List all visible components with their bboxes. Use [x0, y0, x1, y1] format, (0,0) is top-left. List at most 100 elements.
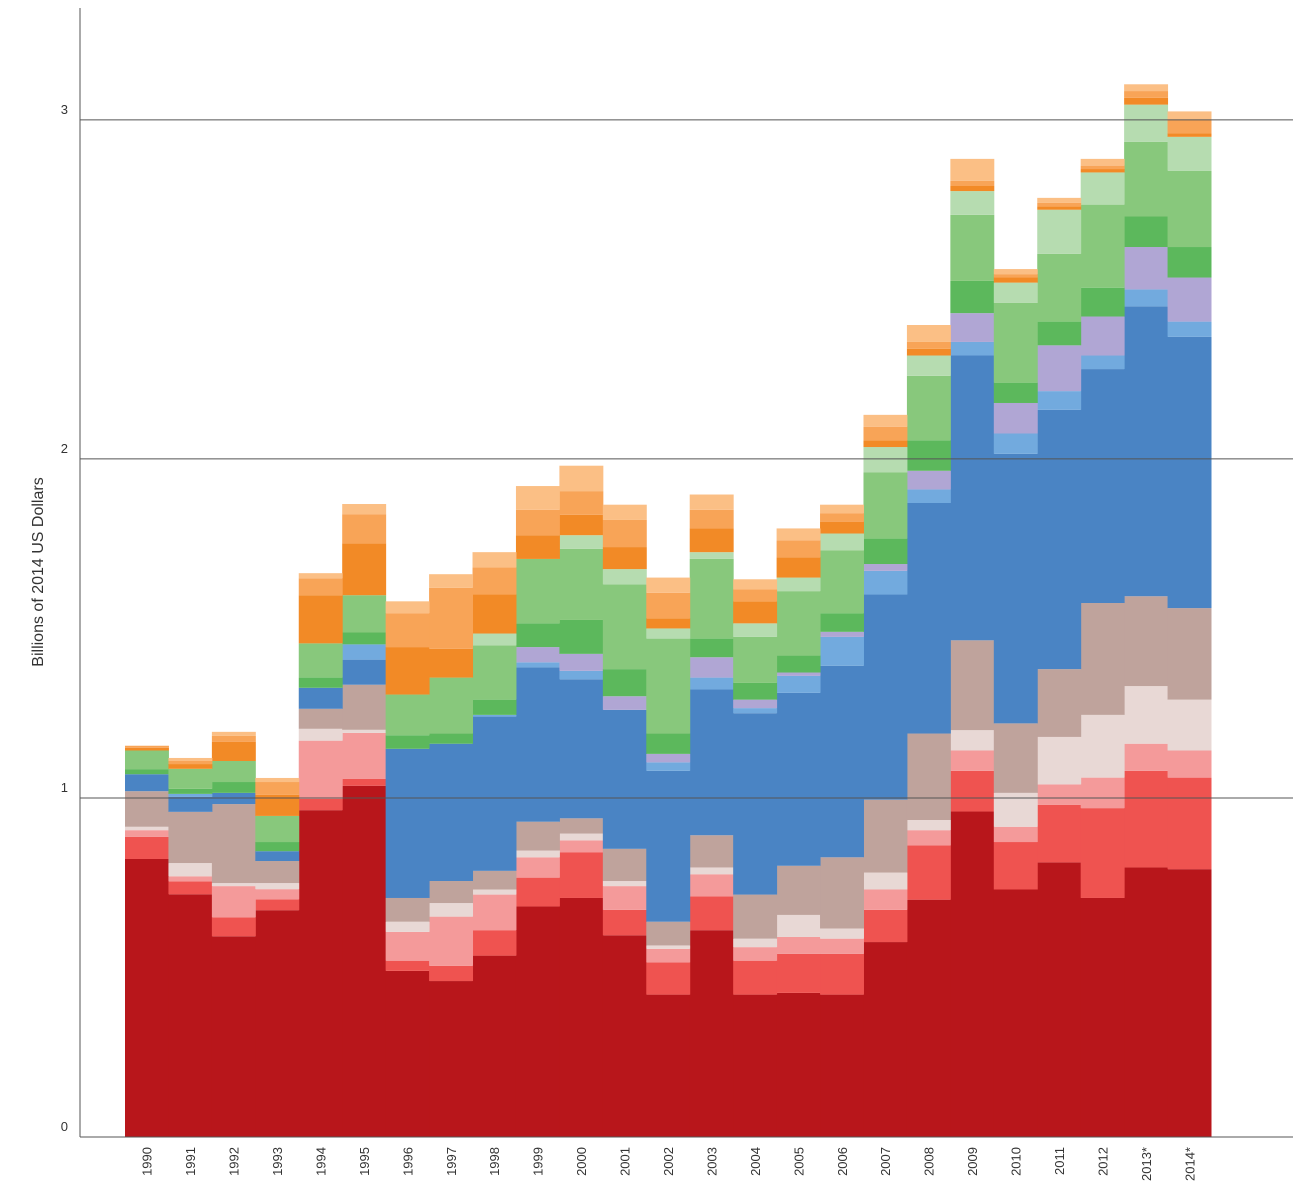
area-step — [906, 341, 951, 349]
area-step — [863, 594, 908, 800]
area-step — [255, 794, 300, 816]
area-step — [776, 936, 821, 954]
area-step — [733, 579, 778, 590]
area-step — [1124, 743, 1169, 771]
area-step — [993, 433, 1038, 454]
area-step — [342, 543, 387, 596]
area-step — [429, 881, 474, 904]
area-step — [646, 592, 691, 619]
area-step — [515, 486, 560, 510]
y-tick-label: 1 — [61, 780, 68, 795]
area-step — [385, 921, 430, 932]
area-step — [1167, 136, 1212, 171]
area-step — [1080, 355, 1125, 370]
area-step — [1080, 316, 1125, 356]
area-step — [602, 504, 647, 520]
area-step — [993, 889, 1038, 1137]
area-step — [906, 830, 951, 846]
area-step — [602, 569, 647, 585]
area-step — [820, 533, 864, 551]
area-step — [515, 558, 560, 624]
area-step — [559, 535, 604, 549]
y-axis-label: Billions of 2014 US Dollars — [30, 477, 47, 666]
area-step — [1124, 141, 1169, 217]
area-step — [385, 735, 430, 749]
area-step — [125, 750, 169, 770]
area-step — [646, 753, 691, 763]
area-step — [125, 769, 169, 775]
area-step — [993, 382, 1038, 403]
area-step — [863, 447, 908, 473]
area-step — [820, 504, 864, 514]
area-step — [950, 770, 995, 812]
area-step — [1124, 84, 1169, 92]
x-tick-label: 2007 — [878, 1147, 893, 1176]
area-step — [515, 535, 560, 559]
area-step — [950, 180, 995, 186]
area-step — [646, 945, 691, 949]
area-step — [993, 842, 1038, 890]
area-step — [559, 619, 604, 654]
area-step — [863, 799, 908, 873]
area-step — [906, 355, 951, 376]
area-step — [950, 214, 995, 281]
area-step — [689, 689, 734, 836]
area-step — [950, 313, 995, 342]
area-step — [906, 375, 951, 441]
area-step — [515, 850, 560, 858]
area-step — [1124, 97, 1169, 105]
area-step — [342, 514, 387, 544]
area-step — [733, 894, 778, 939]
area-step — [646, 733, 691, 754]
area-step — [515, 821, 560, 851]
area-step — [1167, 750, 1212, 778]
area-step — [342, 684, 387, 730]
area-step — [646, 962, 691, 995]
area-step — [1037, 253, 1082, 322]
area-step — [298, 573, 343, 579]
x-tick-label: 2001 — [618, 1147, 633, 1176]
area-step — [1167, 119, 1212, 134]
area-step — [776, 692, 821, 866]
area-step — [776, 865, 821, 915]
area-step — [1167, 336, 1212, 609]
area-step — [906, 502, 951, 734]
area-step — [863, 909, 908, 943]
area-step — [429, 903, 474, 917]
area-step — [689, 896, 734, 931]
x-tick-label: 1999 — [531, 1147, 546, 1176]
area-step — [906, 899, 951, 1137]
x-tick-label: 1997 — [444, 1147, 459, 1176]
area-step — [211, 735, 256, 742]
area-step — [168, 811, 213, 864]
area-step — [820, 631, 864, 637]
area-step — [559, 852, 604, 898]
area-step — [689, 835, 734, 868]
area-step — [515, 877, 560, 907]
area-step — [1080, 714, 1125, 778]
area-step — [255, 883, 300, 890]
area-step — [733, 589, 778, 602]
area-step — [1124, 289, 1169, 307]
area-step — [472, 870, 517, 890]
x-tick-label: 1996 — [400, 1147, 415, 1176]
area-step — [993, 723, 1038, 793]
x-tick-label: 2009 — [965, 1147, 980, 1176]
area-step — [646, 994, 691, 1137]
area-step — [1167, 111, 1212, 120]
y-tick-label: 3 — [61, 102, 68, 117]
area-step — [298, 643, 343, 678]
area-step — [211, 883, 256, 887]
area-step — [429, 574, 474, 588]
area-step — [602, 669, 647, 697]
area-step — [733, 713, 778, 895]
area-step — [602, 547, 647, 570]
area-step — [820, 665, 864, 858]
area-step — [125, 747, 169, 751]
area-step — [950, 185, 995, 192]
area-step — [776, 672, 821, 676]
area-step — [298, 578, 343, 596]
area-step — [733, 708, 778, 714]
area-step — [820, 938, 864, 954]
area-step — [863, 942, 908, 1137]
